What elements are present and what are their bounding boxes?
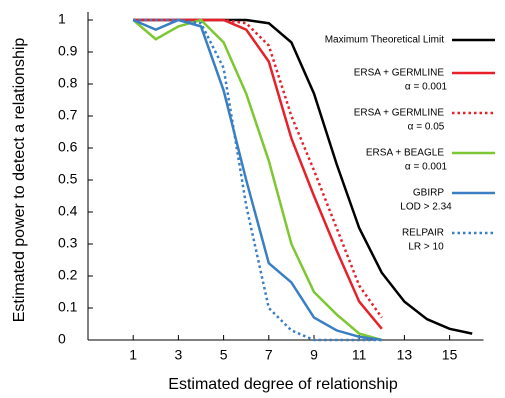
x-tick-label: 13	[397, 347, 413, 363]
legend-label: ERSA + GERMLINE	[354, 108, 445, 119]
y-tick-label: 0.1	[58, 299, 78, 315]
legend-label: RELPAIR	[402, 228, 444, 239]
x-tick-label: 11	[352, 347, 367, 363]
y-tick-label: 0.7	[58, 107, 78, 123]
legend-detail: α = 0.001	[405, 82, 448, 93]
legend-label: GBIRP	[413, 188, 444, 199]
legend-detail: α = 0.05	[408, 122, 445, 133]
y-tick-label: 1	[58, 11, 66, 27]
legend-label: ERSA + BEAGLE	[366, 148, 444, 159]
y-tick-label: 0	[58, 331, 66, 347]
x-axis-label: Estimated degree of relationship	[168, 376, 398, 393]
y-tick-label: 0.4	[58, 203, 78, 219]
y-tick-label: 0.6	[58, 139, 78, 155]
legend-label: ERSA + GERMLINE	[354, 68, 445, 79]
series-line	[132, 18, 382, 342]
x-tick-label: 1	[129, 347, 137, 363]
legend-detail: α = 0.001	[405, 162, 448, 173]
x-tick-label: 15	[442, 347, 458, 363]
x-tick-label: 5	[220, 347, 228, 363]
y-tick-label: 0.3	[58, 235, 78, 251]
series-line	[133, 18, 383, 319]
legend-label: Maximum Theoretical Limit	[325, 35, 445, 46]
y-tick-label: 0.2	[58, 267, 78, 283]
y-tick-label: 0.5	[58, 171, 78, 187]
series-line	[133, 18, 382, 342]
legend-detail: LR > 10	[408, 242, 444, 253]
series-line	[132, 18, 383, 342]
series-line	[133, 18, 383, 330]
y-tick-label: 0.9	[58, 43, 78, 59]
y-axis-label: Estimated power to detect a relationship	[11, 38, 28, 323]
x-tick-label: 3	[175, 347, 183, 363]
x-tick-label: 9	[310, 347, 318, 363]
y-tick-label: 0.8	[58, 75, 78, 91]
legend-detail: LOD > 2.34	[400, 202, 452, 213]
x-tick-label: 7	[265, 347, 273, 363]
